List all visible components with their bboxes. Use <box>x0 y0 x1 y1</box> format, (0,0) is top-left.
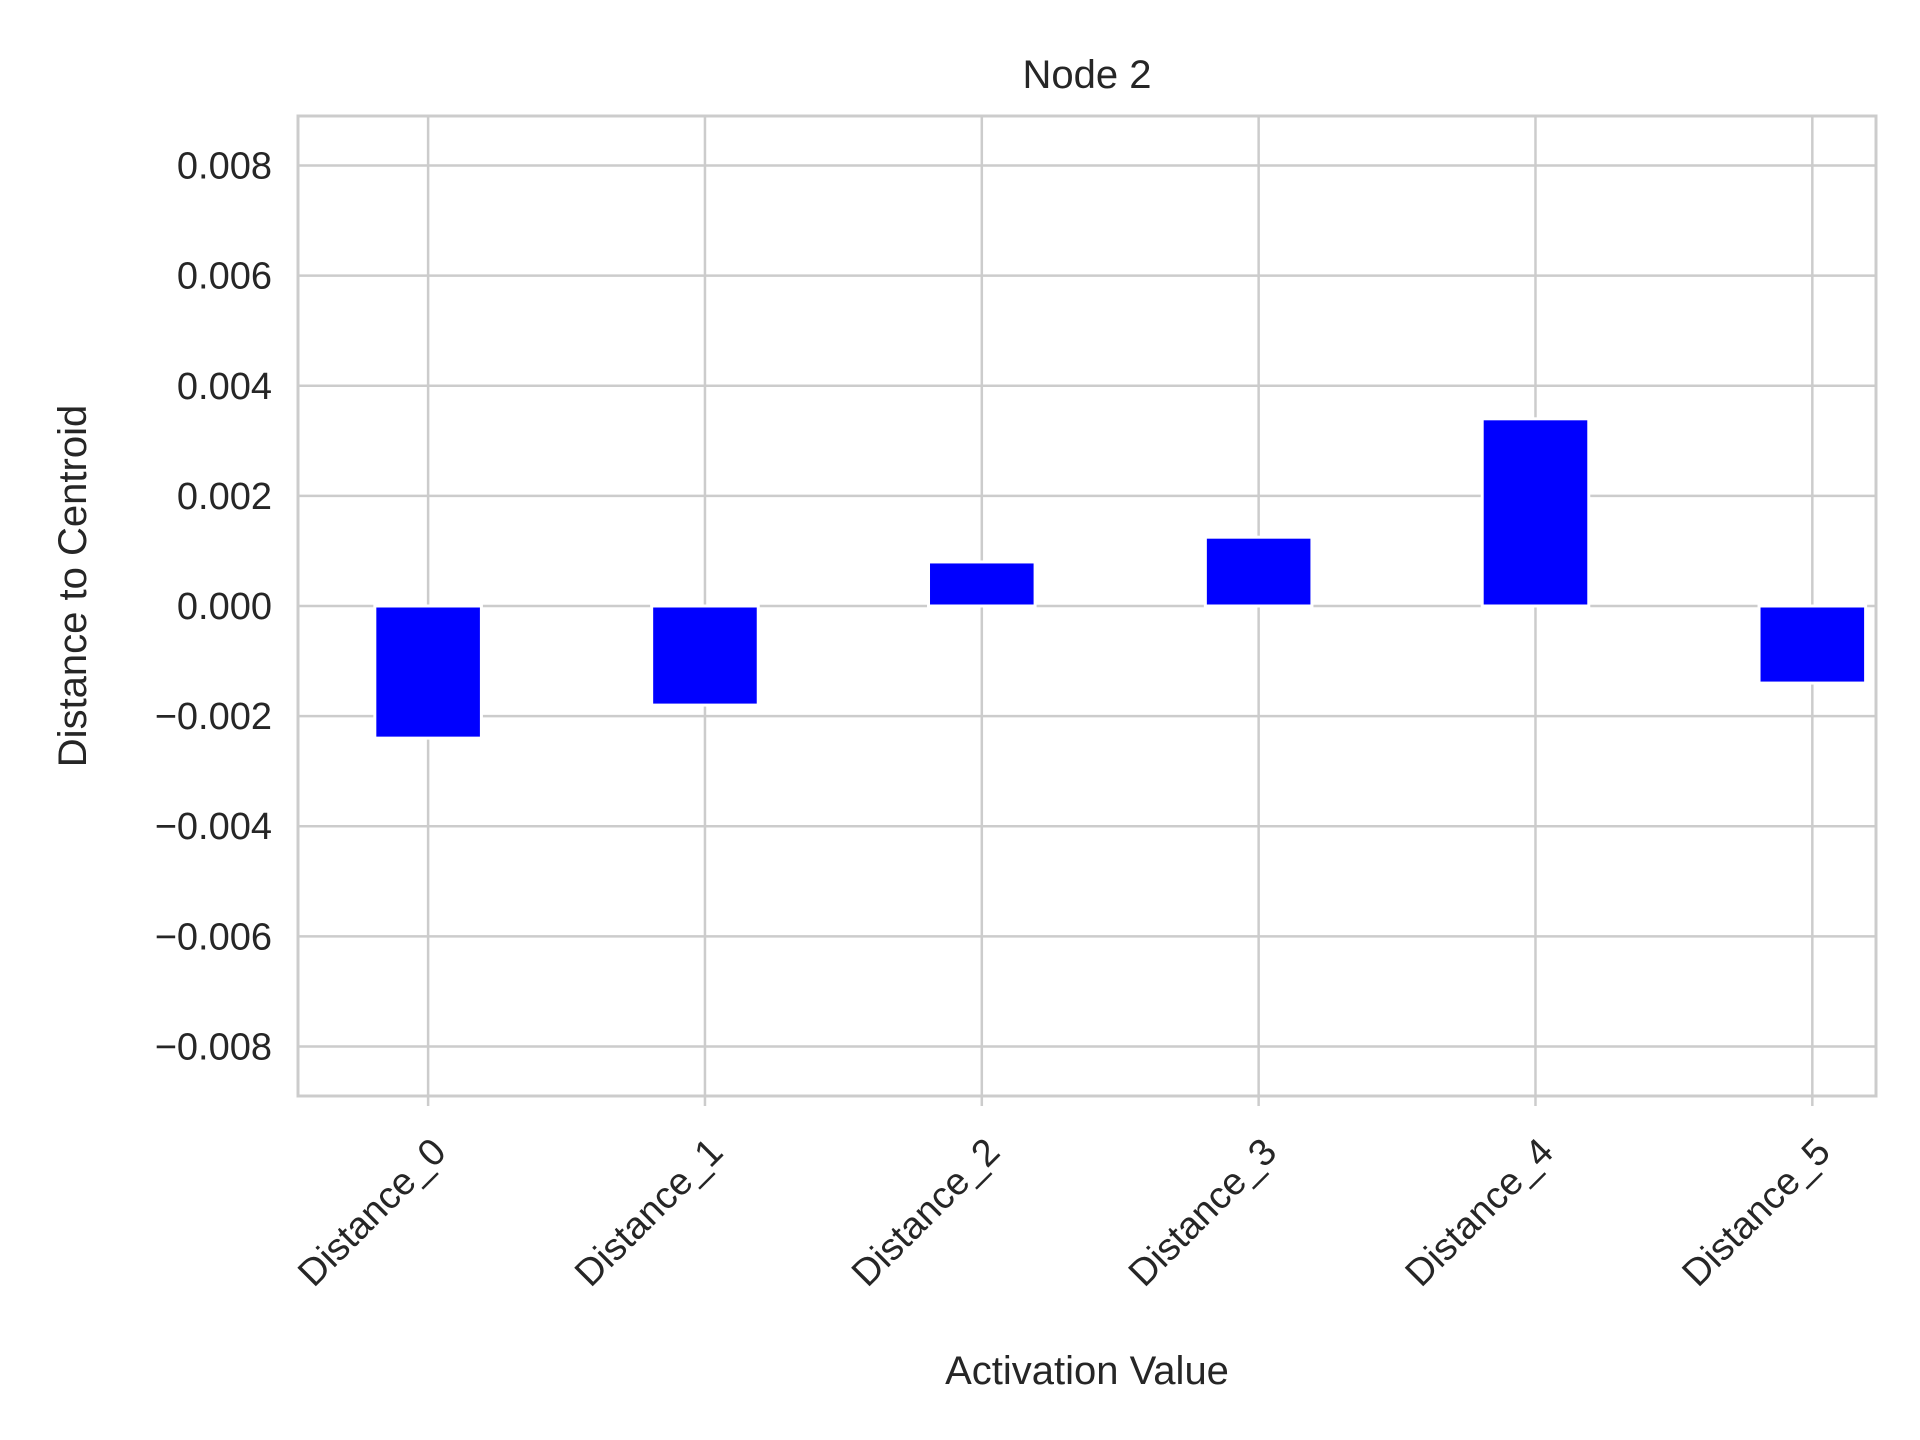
y-tick-labels: −0.008 −0.006 −0.004 −0.002 0.000 0.002 0.004 0… <box>155 146 272 1069</box>
y-tick-label: 0.000 <box>177 586 272 628</box>
bar <box>1203 535 1314 608</box>
plot-frame <box>296 114 1878 1098</box>
bar <box>1480 417 1591 608</box>
bar <box>1757 604 1868 685</box>
bar <box>927 560 1037 608</box>
y-tick-label: 0.006 <box>177 256 272 298</box>
bar <box>650 604 760 707</box>
y-tick-label: 0.008 <box>177 146 272 188</box>
y-tick-label: −0.002 <box>155 696 272 738</box>
y-tick-label: 0.004 <box>177 366 272 408</box>
chart-title: Node 2 <box>1023 53 1152 97</box>
y-tick-label: −0.006 <box>155 916 272 958</box>
y-axis-label: Distance to Centroid <box>51 405 95 767</box>
y-tick-label: −0.004 <box>155 806 272 848</box>
y-tick-label: 0.002 <box>177 476 272 518</box>
bars <box>373 417 1868 740</box>
bar <box>373 604 483 740</box>
y-tick-label: −0.008 <box>155 1026 272 1068</box>
x-axis-label: Activation Value <box>945 1349 1229 1393</box>
